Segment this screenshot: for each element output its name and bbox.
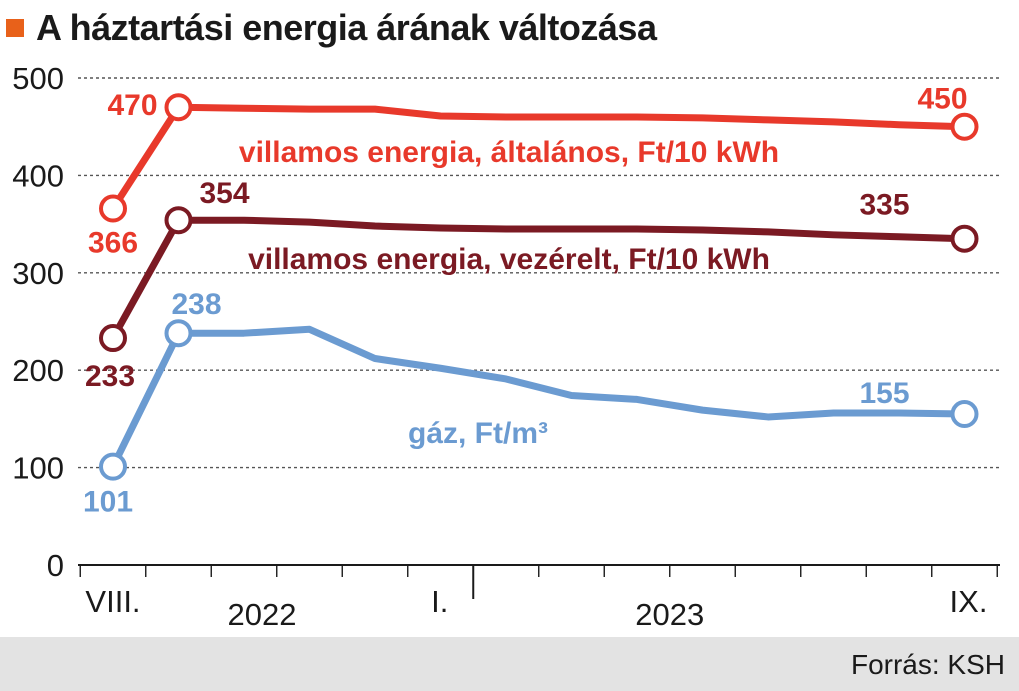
chart-title: A háztartási energia árának változása (36, 7, 657, 48)
x-tick-label: VIII. (85, 584, 140, 619)
data-label-gas: 155 (859, 377, 909, 410)
series-marker-electricity-controlled (99, 324, 127, 353)
series-marker-gas (164, 319, 193, 348)
series-name-electricity-controlled: villamos energia, vezérelt, Ft/10 kWh (248, 243, 770, 276)
series-marker-electricity-general (950, 112, 979, 141)
series-line-gas (109, 325, 968, 471)
series-marker-gas (99, 452, 127, 481)
series-marker-gas (950, 400, 979, 429)
y-tick-label: 300 (12, 256, 64, 291)
x-year-label: 2022 (228, 597, 297, 632)
source-label: Forrás: KSH (850, 649, 1005, 680)
data-label-electricity-general: 470 (107, 89, 157, 122)
x-year-label: 2023 (635, 597, 704, 632)
data-label-electricity-controlled: 233 (85, 360, 135, 393)
x-tick-label: IX. (950, 584, 988, 619)
series-marker-electricity-general (164, 93, 193, 122)
series-line-electricity-controlled (109, 216, 968, 342)
y-tick-label: 200 (12, 353, 64, 388)
data-label-electricity-controlled: 335 (859, 189, 909, 222)
data-label-electricity-general: 450 (917, 83, 967, 116)
line-chart: 0 100 200 300 400 500 VIII. I. IX. 2022 2023 366 470… (12, 61, 1000, 632)
x-tick-label: I. (431, 584, 448, 619)
series-marker-electricity-general (99, 194, 127, 223)
y-tick-label: 500 (12, 61, 64, 96)
series-name-electricity-general: villamos energia, általános, Ft/10 kWh (239, 136, 779, 169)
y-tick-label: 0 (47, 548, 64, 583)
data-label-gas: 101 (83, 486, 133, 519)
y-tick-label: 400 (12, 158, 64, 193)
y-tick-label: 100 (12, 451, 64, 486)
chart-title-row: A háztartási energia árának változása (6, 6, 657, 50)
footer-bar: Forrás: KSH (0, 637, 1019, 691)
data-label-gas: 238 (171, 288, 221, 321)
series-marker-electricity-controlled (950, 224, 979, 253)
data-label-electricity-general: 366 (88, 227, 138, 260)
series-name-gas: gáz, Ft/m³ (408, 417, 548, 450)
series-marker-electricity-controlled (164, 206, 193, 235)
data-label-electricity-controlled: 354 (199, 177, 249, 210)
series-line-electricity-general (109, 103, 968, 213)
title-marker-square (6, 19, 24, 37)
